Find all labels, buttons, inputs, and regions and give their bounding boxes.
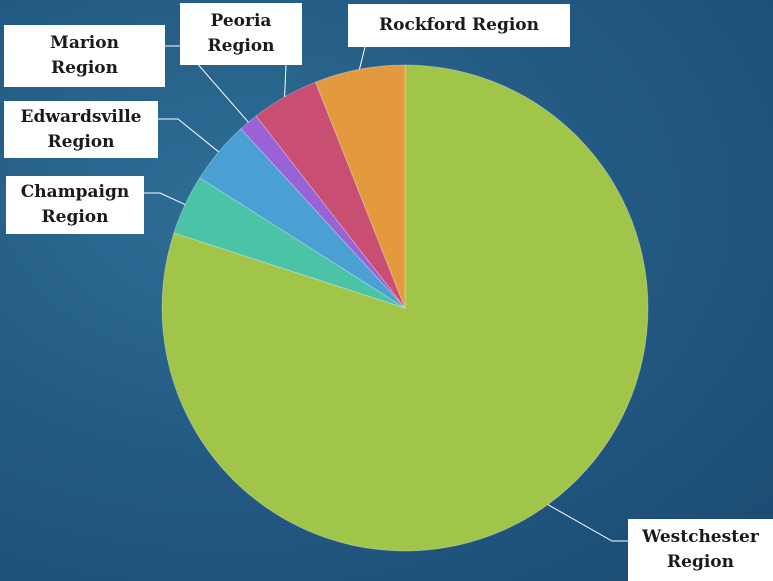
data-label-rockford-region: Rockford Region xyxy=(348,4,570,47)
data-label-line: Westchester xyxy=(642,527,759,547)
pie-slice-edwardsville-region xyxy=(199,128,406,309)
pie-slice-champaign-region xyxy=(173,177,406,309)
data-label-line: Marion xyxy=(50,33,119,53)
data-label-line: Region xyxy=(47,131,115,152)
data-label-line: Region xyxy=(207,36,275,56)
pie-slice-westchester-region xyxy=(161,64,649,552)
data-label-marion-region: Marion Region xyxy=(4,25,165,87)
data-label-champaign-region: Champaign Region xyxy=(6,176,144,234)
data-label-line: Region xyxy=(51,58,118,78)
label-leader-lines xyxy=(144,45,628,542)
data-label-line: Region xyxy=(41,207,109,227)
leader-line-edwardsville-region xyxy=(158,118,220,153)
data-label-line: Champaign xyxy=(20,182,130,202)
data-label-line: Edwardsville xyxy=(20,106,142,127)
data-label-westchester-region: Westchester Region xyxy=(628,519,773,581)
data-label-edwardsville-region: Edwardsville Region xyxy=(4,101,158,158)
leader-line-rockford-region xyxy=(358,46,366,70)
leader-line-peoria-region xyxy=(284,64,287,97)
leader-line-champaign-region xyxy=(144,192,186,205)
data-label-line: Region xyxy=(667,552,734,572)
data-label-line: Rockford Region xyxy=(379,15,539,35)
leader-line-westchester-region xyxy=(547,504,628,542)
data-label-peoria-region: Peoria Region xyxy=(180,3,302,65)
pie-slices xyxy=(161,64,649,552)
data-label-line: Peoria xyxy=(210,11,272,31)
